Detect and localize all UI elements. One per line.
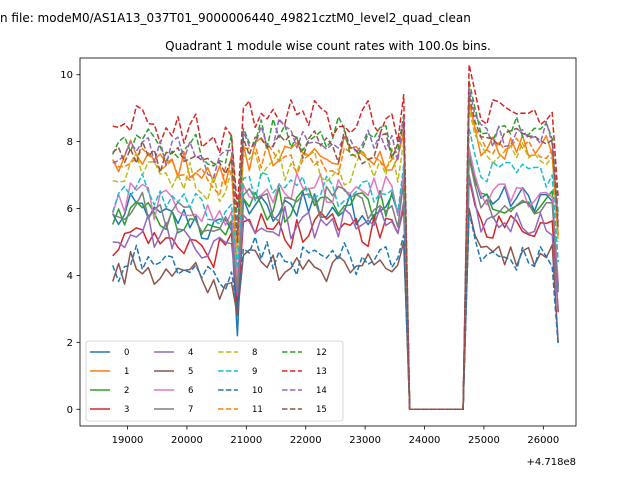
legend-label-15: 15 — [316, 405, 327, 415]
x-tick-label: 22000 — [290, 435, 322, 446]
series-line-7 — [112, 157, 559, 411]
x-tick-label: 24000 — [409, 435, 441, 446]
legend-label-2: 2 — [124, 386, 129, 396]
y-tick-label: 4 — [67, 271, 73, 282]
legend-label-3: 3 — [124, 405, 129, 415]
x-tick-label: 20000 — [171, 435, 203, 446]
legend-label-14: 14 — [316, 386, 327, 396]
x-tick-label: 26000 — [527, 435, 559, 446]
series-line-2 — [111, 154, 559, 411]
x-tick-label: 25000 — [468, 435, 500, 446]
series-line-11 — [112, 100, 559, 411]
series-line-12 — [112, 80, 559, 411]
series-layer — [111, 63, 559, 411]
legend-label-4: 4 — [188, 348, 193, 358]
legend-label-13: 13 — [316, 367, 327, 377]
x-axis-offset-label: +4.718e8 — [526, 457, 576, 468]
series-line-0 — [112, 150, 559, 411]
series-line-3 — [112, 177, 559, 411]
legend-label-0: 0 — [124, 348, 129, 358]
legend-label-9: 9 — [252, 367, 257, 377]
series-line-9 — [111, 127, 559, 411]
legend-label-8: 8 — [252, 348, 257, 358]
series-line-1 — [112, 100, 559, 411]
legend-label-12: 12 — [316, 348, 327, 358]
y-tick-label: 0 — [67, 405, 73, 416]
axes-frame — [79, 57, 577, 427]
y-tick-label: 2 — [67, 338, 73, 349]
legend-label-6: 6 — [188, 386, 193, 396]
figure-suptitle: n file: modeM0/AS1A13_037T01_9000006440_… — [0, 11, 471, 25]
legend-label-10: 10 — [252, 386, 263, 396]
y-tick-label: 8 — [67, 137, 73, 148]
series-line-14 — [112, 87, 559, 411]
x-tick-label: 23000 — [349, 435, 381, 446]
series-line-4 — [112, 174, 559, 411]
x-tick-label: 19000 — [112, 435, 144, 446]
series-line-10 — [111, 211, 559, 411]
legend-label-1: 1 — [124, 367, 129, 377]
series-line-15 — [112, 94, 559, 411]
legend-frame — [85, 340, 344, 422]
legend-label-11: 11 — [252, 405, 263, 415]
series-line-8 — [112, 107, 559, 411]
y-tick-label: 6 — [67, 204, 73, 215]
legend-label-5: 5 — [188, 367, 193, 377]
series-line-5 — [111, 207, 559, 411]
legend-label-7: 7 — [188, 405, 193, 415]
x-tick-label: 21000 — [230, 435, 262, 446]
axes-layer: 19000 20000 21000 22000 23000 24000 25000 26000… — [60, 57, 577, 446]
chart-title: Quadrant 1 module wise count rates with … — [165, 39, 491, 53]
y-tick-label: 10 — [60, 70, 73, 81]
series-line-13 — [112, 63, 559, 411]
